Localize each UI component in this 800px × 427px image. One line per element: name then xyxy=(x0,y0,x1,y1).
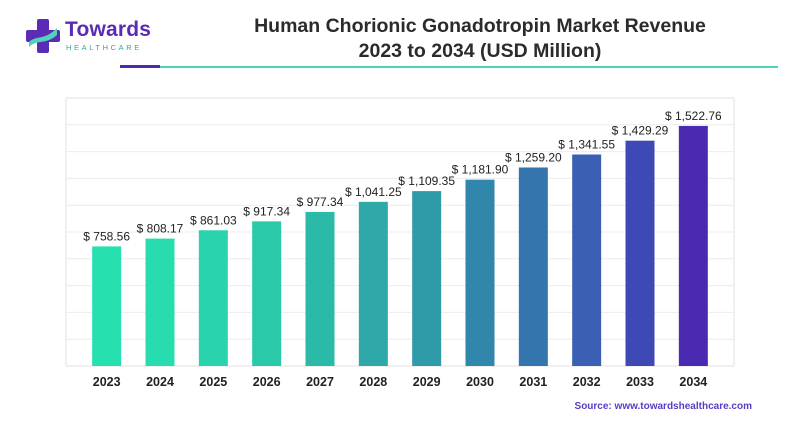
data-label-2033: $ 1,429.29 xyxy=(612,124,669,138)
x-tick-2032: 2032 xyxy=(573,375,601,389)
grid-lines xyxy=(65,97,735,367)
data-label-2032: $ 1,341.55 xyxy=(558,138,615,152)
x-tick-2034: 2034 xyxy=(679,375,707,389)
bar-2033 xyxy=(625,140,655,366)
x-tick-2027: 2027 xyxy=(306,375,334,389)
bar-2031 xyxy=(518,167,548,366)
brand-tagline: HEALTHCARE xyxy=(66,43,142,52)
data-label-2031: $ 1,259.20 xyxy=(505,150,562,164)
bar-2029 xyxy=(412,191,442,366)
x-tick-2025: 2025 xyxy=(199,375,227,389)
bar-2034 xyxy=(678,125,708,366)
x-tick-2033: 2033 xyxy=(626,375,654,389)
source-note: Source: www.towardshealthcare.com xyxy=(574,401,752,412)
data-labels: $ 758.56 $ 808.17 $ 861.03 $ 917.34 $ 977.34… xyxy=(83,109,722,243)
chart-title-line1: Human Chorionic Gonadotropin Market Reve… xyxy=(254,15,706,37)
x-tick-2024: 2024 xyxy=(146,375,174,389)
data-label-2024: $ 808.17 xyxy=(137,222,184,236)
bar-2023 xyxy=(92,246,122,366)
chart-title: Human Chorionic Gonadotropin Market Reve… xyxy=(190,14,770,64)
bar-2024 xyxy=(145,238,175,366)
bar-2032 xyxy=(572,154,602,366)
x-tick-2028: 2028 xyxy=(359,375,387,389)
data-label-2029: $ 1,109.35 xyxy=(398,174,455,188)
header-divider xyxy=(120,66,778,68)
bar-2028 xyxy=(358,201,388,366)
data-label-2028: $ 1,041.25 xyxy=(345,185,402,199)
data-label-2026: $ 917.34 xyxy=(243,204,290,218)
x-tick-2031: 2031 xyxy=(519,375,547,389)
chart-title-line2: 2023 to 2034 (USD Million) xyxy=(358,40,602,62)
brand-logo: Towards HEALTHCARE xyxy=(26,16,176,58)
x-tick-labels: 2023 2024 2025 2026 2027 2028 2029 2030 2031 2032… xyxy=(93,375,708,389)
data-label-2030: $ 1,181.90 xyxy=(452,163,509,177)
bars xyxy=(92,125,708,366)
data-label-2034: $ 1,522.76 xyxy=(665,109,722,123)
data-label-2027: $ 977.34 xyxy=(297,195,344,209)
x-tick-2023: 2023 xyxy=(93,375,121,389)
plus-cross-icon xyxy=(26,19,60,53)
bar-2030 xyxy=(465,179,495,366)
x-tick-2026: 2026 xyxy=(253,375,281,389)
bar-2025 xyxy=(198,230,228,366)
bar-2027 xyxy=(305,211,335,366)
brand-name: Towards xyxy=(65,18,152,41)
x-tick-2030: 2030 xyxy=(466,375,494,389)
header-divider-accent xyxy=(120,65,160,68)
x-tick-2029: 2029 xyxy=(413,375,441,389)
data-label-2023: $ 758.56 xyxy=(83,229,130,243)
data-label-2025: $ 861.03 xyxy=(190,213,237,227)
bar-2026 xyxy=(252,221,282,366)
